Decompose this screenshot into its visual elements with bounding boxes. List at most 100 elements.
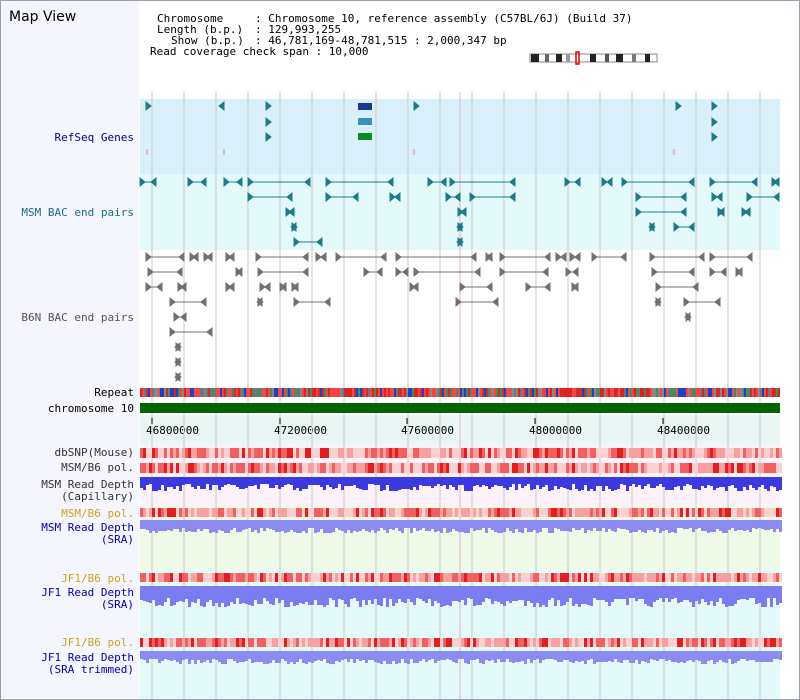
msm-pol2-heat-cell xyxy=(320,508,323,517)
jf1-pol2-heat-cell xyxy=(683,638,686,647)
jf1-pol-heat-cell xyxy=(542,573,545,582)
jf1-depth-sra-bar xyxy=(680,586,683,602)
label-jf1-b6-pol-1[interactable]: JF1/B6 pol. xyxy=(61,572,134,585)
msm-pol-heat-cell xyxy=(773,463,776,473)
msm-pol2-heat-cell xyxy=(329,508,332,517)
msm-depth-cap-bar xyxy=(221,477,224,487)
dbsnp-heat-cell xyxy=(416,448,419,458)
jf1-pol2-heat-cell xyxy=(272,638,275,647)
msm-depth-sra-bar xyxy=(554,520,557,528)
msm-depth-cap-bar xyxy=(662,477,665,487)
jf1-depth-trim-bar xyxy=(233,651,236,661)
label-chromosome[interactable]: chromosome 10 xyxy=(47,402,134,415)
msm-depth-cap-bar xyxy=(578,477,581,491)
label-repeat[interactable]: Repeat xyxy=(94,386,134,399)
msm-pol-heat-cell xyxy=(671,463,674,473)
repeat-segment xyxy=(566,388,568,397)
repeat-segment xyxy=(698,388,700,397)
msm-pol2-heat-cell xyxy=(635,508,638,517)
jf1-depth-trim-bar xyxy=(239,651,242,662)
msm-pol2-heat-cell xyxy=(332,508,335,517)
msm-pol-heat-cell xyxy=(257,463,260,473)
jf1-pol2-heat-cell xyxy=(608,638,611,647)
msm-depth-sra-bar xyxy=(605,520,608,532)
msm-depth-cap-bar xyxy=(170,477,173,487)
jf1-depth-trim-bar xyxy=(461,651,464,659)
jf1-depth-trim-bar xyxy=(761,651,764,662)
msm-depth-cap-bar xyxy=(341,477,344,490)
jf1-depth-sra-bar xyxy=(191,586,194,602)
label-msm-bac[interactable]: MSM BAC end pairs xyxy=(21,206,134,219)
label-msm-b6-pol-2[interactable]: MSM/B6 pol. xyxy=(61,507,134,520)
msm-pol-heat-cell xyxy=(350,463,353,473)
msm-pol2-heat-cell xyxy=(353,508,356,517)
b6n-bac-pair-end xyxy=(315,251,322,263)
jf1-depth-sra-bar xyxy=(602,586,605,600)
repeat-segment xyxy=(474,388,476,397)
jf1-depth-trim-bar xyxy=(284,651,287,661)
msm-pol-heat-cell xyxy=(566,463,569,473)
jf1-depth-sra-bar xyxy=(419,586,422,599)
repeat-segment xyxy=(172,388,174,397)
label-jf1-depth-sra-1[interactable]: JF1 Read Depth xyxy=(41,586,134,599)
label-msm-depth-cap-1[interactable]: MSM Read Depth xyxy=(41,478,134,491)
msm-depth-cap-bar xyxy=(479,477,482,487)
b6n-bac-pair-end xyxy=(174,356,181,368)
msm-depth-cap-bar xyxy=(305,477,308,489)
msm-pol-heat-cell xyxy=(176,463,179,473)
jf1-pol2-heat-cell xyxy=(659,638,662,647)
msm-depth-cap-bar xyxy=(332,477,335,489)
jf1-pol-heat-cell xyxy=(599,573,602,582)
repeat-segment xyxy=(290,388,292,397)
jf1-depth-sra-bar xyxy=(167,586,170,598)
msm-depth-cap-bar xyxy=(239,477,242,489)
msm-pol2-heat-cell xyxy=(383,508,386,517)
jf1-depth-trim-bar xyxy=(533,651,536,660)
msm-pol-heat-cell xyxy=(605,463,608,473)
msm-depth-cap-bar xyxy=(293,477,296,490)
repeat-segment xyxy=(600,388,602,397)
msm-pol-heat-cell xyxy=(455,463,458,473)
msm-bac-pair-end xyxy=(509,176,516,188)
repeat-segment xyxy=(754,388,756,397)
jf1-depth-trim-bar xyxy=(362,651,365,660)
repeat-segment xyxy=(476,388,478,397)
label-msm-depth-sra-1[interactable]: MSM Read Depth xyxy=(41,521,134,534)
label-msm-b6-pol-1[interactable]: MSM/B6 pol. xyxy=(61,461,134,474)
msm-pol-heat-cell xyxy=(578,463,581,473)
msm-pol2-heat-cell xyxy=(530,508,533,517)
msm-depth-cap-bar xyxy=(392,477,395,491)
repeat-segment xyxy=(400,388,402,397)
repeat-segment xyxy=(432,388,434,397)
jf1-pol2-heat-cell xyxy=(410,638,413,647)
msm-depth-cap-bar xyxy=(251,477,254,486)
msm-pol2-heat-cell xyxy=(713,508,716,517)
repeat-segment xyxy=(330,388,332,397)
jf1-pol-heat-cell xyxy=(398,573,401,582)
msm-pol-heat-cell xyxy=(674,463,677,473)
repeat-segment xyxy=(596,388,598,397)
msm-depth-cap-bar xyxy=(518,477,521,484)
label-jf1-depth-trim-1[interactable]: JF1 Read Depth xyxy=(41,651,134,664)
dbsnp-heat-cell xyxy=(494,448,497,458)
ideogram-band xyxy=(566,54,570,62)
label-jf1-b6-pol-2[interactable]: JF1/B6 pol. xyxy=(61,636,134,649)
jf1-depth-sra-bar xyxy=(626,586,629,605)
label-dbsnp[interactable]: dbSNP(Mouse) xyxy=(54,446,134,459)
msm-pol-heat-cell xyxy=(587,463,590,473)
msm-pol2-heat-cell xyxy=(344,508,347,517)
jf1-depth-sra-bar xyxy=(188,586,191,607)
jf1-pol-heat-cell xyxy=(221,573,224,582)
repeat-segment xyxy=(560,388,562,397)
jf1-depth-trim-bar xyxy=(617,651,620,662)
label-b6n-bac[interactable]: B6N BAC end pairs xyxy=(21,311,134,324)
show-value: : 46,781,169-48,781,515 : 2,000,347 bp xyxy=(255,34,507,47)
jf1-pol2-heat-cell xyxy=(737,638,740,647)
label-refseq-genes[interactable]: RefSeq Genes xyxy=(54,131,134,144)
repeat-segment xyxy=(392,388,394,397)
repeat-segment xyxy=(230,388,232,397)
jf1-pol-heat-cell xyxy=(617,573,620,582)
dbsnp-heat-cell xyxy=(260,448,263,458)
jf1-pol-heat-cell xyxy=(548,573,551,582)
